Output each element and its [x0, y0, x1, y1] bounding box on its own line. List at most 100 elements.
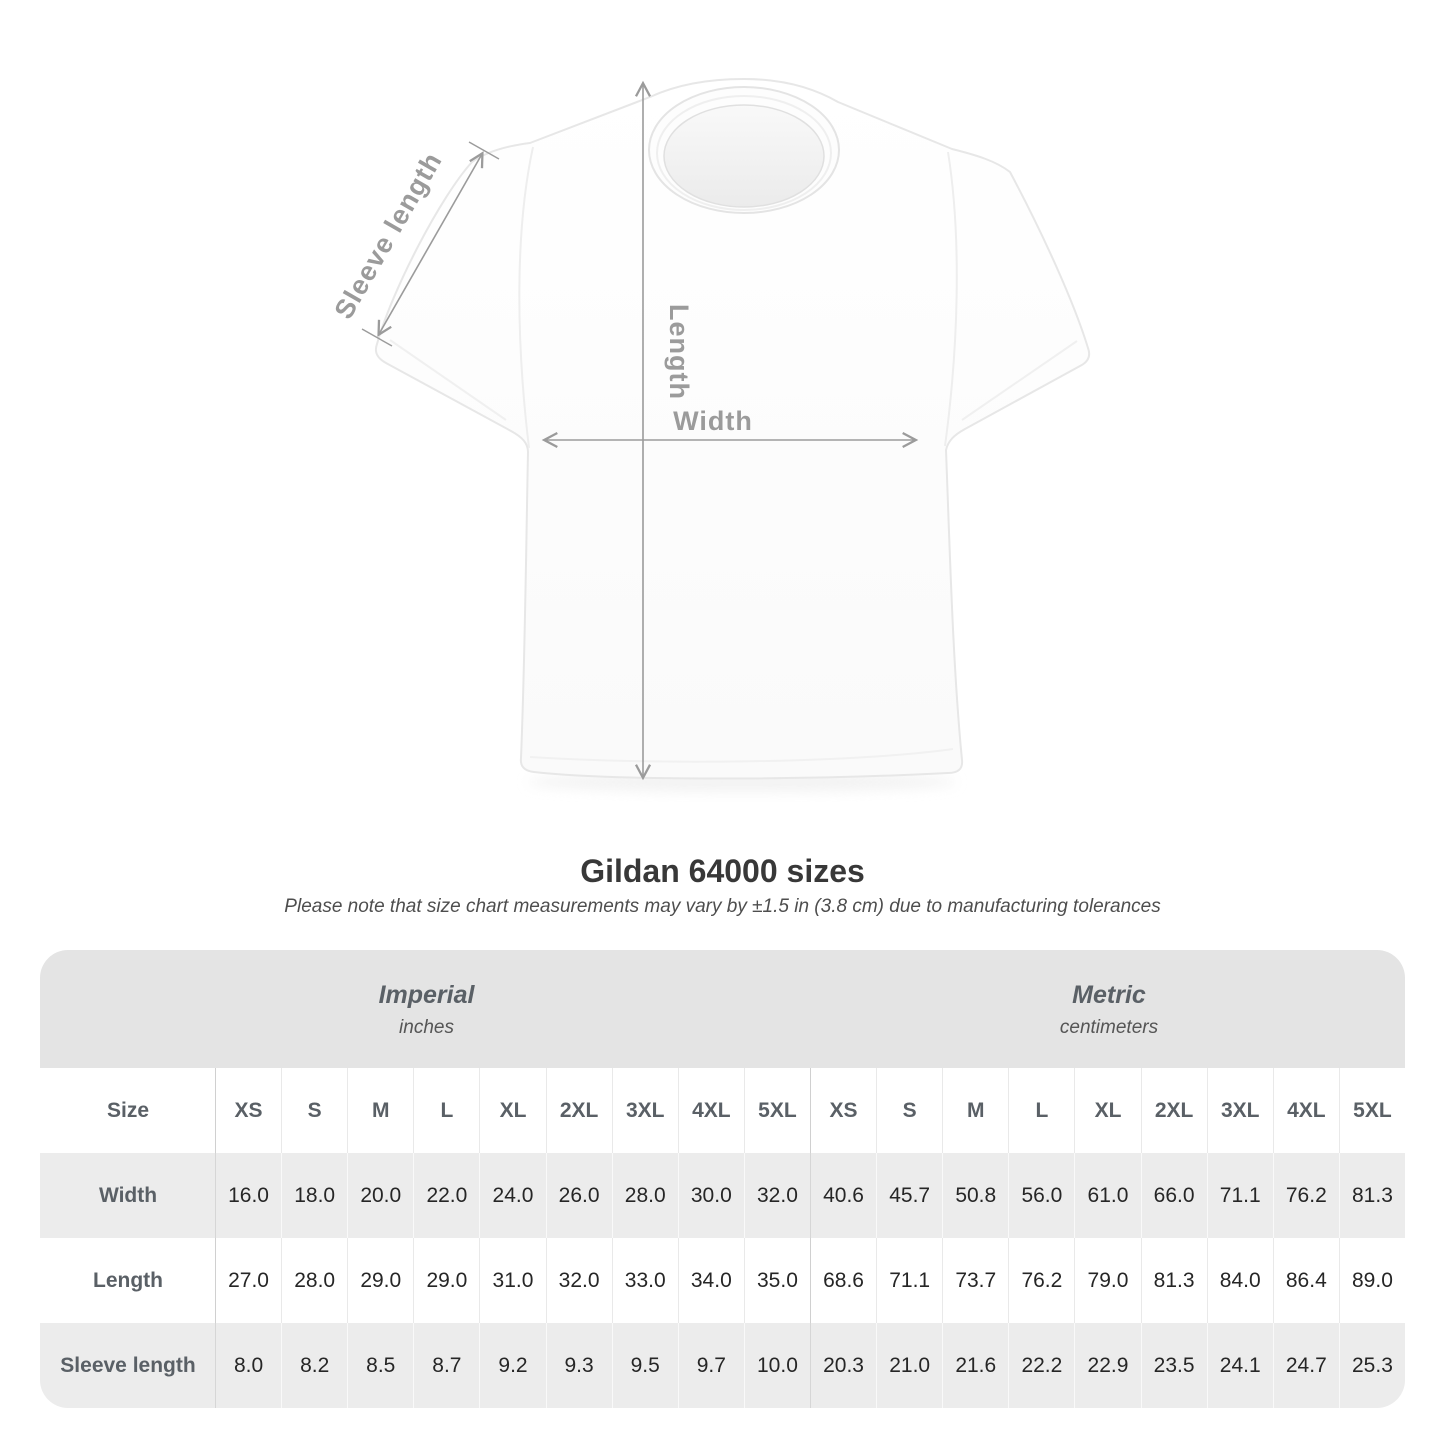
size-header-cell: L: [413, 1068, 479, 1153]
size-value-cell: 81.3: [1140, 1238, 1207, 1323]
right-armhole-seam: [944, 151, 958, 447]
size-value-cell: 50.8: [942, 1153, 1008, 1238]
size-value-cell: 8.2: [281, 1323, 347, 1408]
length-label: Length: [664, 304, 694, 400]
size-value-cell: 68.6: [810, 1238, 876, 1323]
size-header-cell: XL: [479, 1068, 545, 1153]
size-value-cell: 9.3: [545, 1323, 612, 1408]
size-value-cell: 56.0: [1008, 1153, 1074, 1238]
size-value-cell: 79.0: [1074, 1238, 1140, 1323]
size-value-cell: 33.0: [611, 1238, 678, 1323]
imperial-unit: inches: [399, 1017, 454, 1038]
left-cuff-stitch: [389, 339, 507, 421]
size-value-cell: 28.0: [281, 1238, 347, 1323]
size-value-cell: 30.0: [677, 1153, 744, 1238]
size-value-cell: 61.0: [1074, 1153, 1140, 1238]
size-header-cell: M: [347, 1068, 413, 1153]
left-armhole-seam: [518, 146, 534, 449]
table-header-row: Size XS S M L XL 2XL 3XL 4XL 5XL XS S M L XL 2XL 3XL 4XL 5…: [40, 1068, 1405, 1153]
size-value-cell: 9.7: [677, 1323, 744, 1408]
metric-label: Metric: [1072, 981, 1146, 1009]
size-header-cell: XS: [810, 1068, 876, 1153]
table-row: Width 16.0 18.0 20.0 22.0 24.0 26.0 28.0 30.0 32.…: [40, 1153, 1405, 1238]
metric-unit: centimeters: [1059, 1017, 1159, 1038]
size-value-cell: 8.0: [215, 1323, 281, 1408]
size-value-cell: 34.0: [677, 1238, 744, 1323]
tshirt-image: [374, 78, 1091, 792]
size-value-cell: 81.3: [1338, 1153, 1405, 1238]
sleeve-arrow-bottom-tick: [361, 328, 393, 347]
size-value-cell: 86.4: [1272, 1238, 1339, 1323]
sleeve-length-arrow: [377, 151, 484, 337]
size-value-cell: 84.0: [1206, 1238, 1273, 1323]
size-value-cell: 8.5: [347, 1323, 413, 1408]
size-header-cell: S: [876, 1068, 942, 1153]
units-header-row: Imperial inches Metric centimeters: [40, 950, 1405, 1068]
table-row: Length 27.0 28.0 29.0 29.0 31.0 32.0 33.0 34.0 35…: [40, 1238, 1405, 1323]
page-subtitle: Please note that size chart measurements…: [284, 896, 1161, 917]
size-value-cell: 21.0: [876, 1323, 942, 1408]
size-table: Imperial inches Metric centimeters Size X…: [40, 950, 1405, 1408]
size-value-cell: 25.3: [1338, 1323, 1405, 1408]
size-value-cell: 20.0: [347, 1153, 413, 1238]
size-value-cell: 20.3: [810, 1323, 876, 1408]
size-value-cell: 22.9: [1074, 1323, 1140, 1408]
size-value-cell: 9.5: [611, 1323, 678, 1408]
size-value-cell: 18.0: [281, 1153, 347, 1238]
dimension-arrows: [361, 80, 919, 781]
metric-section-header: Metric centimeters: [813, 950, 1405, 1068]
size-header-cell: 4XL: [677, 1068, 744, 1153]
size-grid: Size XS S M L XL 2XL 3XL 4XL 5XL XS S M L XL 2XL 3XL 4XL 5…: [40, 1068, 1405, 1408]
size-value-cell: 28.0: [611, 1153, 678, 1238]
row-label: Sleeve length: [60, 1353, 196, 1377]
size-value-cell: 24.7: [1272, 1323, 1339, 1408]
size-value-cell: 76.2: [1272, 1153, 1339, 1238]
size-value-cell: 71.1: [1206, 1153, 1273, 1238]
size-value-cell: 10.0: [743, 1323, 810, 1408]
right-cuff-stitch: [961, 340, 1078, 421]
sleeve-arrow-top-tick: [468, 141, 500, 160]
size-value-cell: 32.0: [743, 1153, 810, 1238]
row-label: Length: [93, 1268, 163, 1292]
size-value-cell: 45.7: [876, 1153, 942, 1238]
tshirt-body: [374, 78, 1091, 780]
size-value-cell: 24.1: [1206, 1323, 1273, 1408]
size-value-cell: 76.2: [1008, 1238, 1074, 1323]
size-column-header: Size: [106, 1098, 150, 1122]
size-value-cell: 31.0: [479, 1238, 545, 1323]
collar-seam: [656, 95, 832, 211]
size-header-cell: XS: [215, 1068, 281, 1153]
imperial-section-header: Imperial inches: [40, 950, 813, 1068]
size-header-cell: XL: [1074, 1068, 1140, 1153]
size-value-cell: 89.0: [1338, 1238, 1405, 1323]
size-value-cell: 22.0: [413, 1153, 479, 1238]
size-value-cell: 40.6: [810, 1153, 876, 1238]
size-value-cell: 24.0: [479, 1153, 545, 1238]
size-value-cell: 22.2: [1008, 1323, 1074, 1408]
size-header-cell: M: [942, 1068, 1008, 1153]
width-label: Width: [673, 406, 753, 436]
table-row: Sleeve length 8.0 8.2 8.5 8.7 9.2 9.3 9.5 9.7 10.…: [40, 1323, 1405, 1408]
size-value-cell: 27.0: [215, 1238, 281, 1323]
size-value-cell: 26.0: [545, 1153, 612, 1238]
size-header-cell: S: [281, 1068, 347, 1153]
size-value-cell: 71.1: [876, 1238, 942, 1323]
size-value-cell: 35.0: [743, 1238, 810, 1323]
size-value-cell: 73.7: [942, 1238, 1008, 1323]
size-header-cell: 3XL: [1206, 1068, 1273, 1153]
size-value-cell: 8.7: [413, 1323, 479, 1408]
size-value-cell: 23.5: [1140, 1323, 1207, 1408]
collar-opening: [663, 104, 825, 208]
size-header-cell: 5XL: [1338, 1068, 1405, 1153]
size-header-cell: L: [1008, 1068, 1074, 1153]
size-value-cell: 21.6: [942, 1323, 1008, 1408]
size-value-cell: 29.0: [413, 1238, 479, 1323]
size-header-cell: 4XL: [1272, 1068, 1339, 1153]
size-value-cell: 29.0: [347, 1238, 413, 1323]
size-value-cell: 16.0: [215, 1153, 281, 1238]
imperial-label: Imperial: [378, 981, 475, 1009]
size-value-cell: 66.0: [1140, 1153, 1207, 1238]
size-header-cell: 2XL: [1140, 1068, 1207, 1153]
size-header-cell: 5XL: [743, 1068, 810, 1153]
size-value-cell: 9.2: [479, 1323, 545, 1408]
